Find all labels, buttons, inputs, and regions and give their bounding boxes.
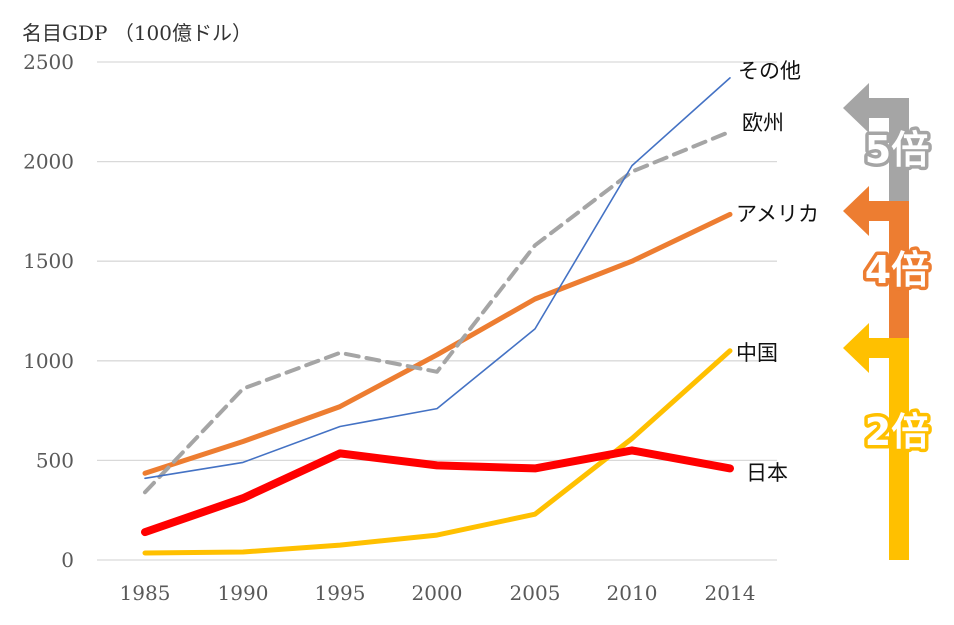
- y-tick-label: 500: [36, 448, 74, 472]
- y-tick-label: 0: [61, 548, 74, 572]
- series-lines: [141, 77, 734, 556]
- y-tick-label: 1500: [23, 249, 74, 273]
- left-arrow-icon: [843, 186, 869, 236]
- y-axis-title: 名目GDP （100億ドル）: [22, 21, 252, 45]
- x-axis-ticks: 1985 1990 1995 2000 2005 2010 2014: [120, 581, 756, 605]
- multiplier-bar: [889, 343, 909, 560]
- series-line: [143, 129, 732, 495]
- growth-multiplier-arrows: 5倍 4倍 2倍: [843, 83, 933, 560]
- multiplier-arrow-shaft: [866, 201, 909, 221]
- x-tick-label: 2005: [510, 581, 561, 605]
- left-arrow-icon: [843, 323, 869, 373]
- multiplier-label: 4倍: [865, 248, 929, 292]
- y-axis-ticks: 0 500 1000 1500 2000 2500: [23, 50, 74, 572]
- series-label: 欧州: [742, 111, 784, 135]
- x-tick-label: 1995: [315, 581, 366, 605]
- series-label: その他: [738, 59, 801, 83]
- gridlines: [97, 61, 777, 561]
- multiplier-arrow-shaft: [866, 98, 909, 118]
- left-arrow-icon: [843, 83, 869, 133]
- multiplier-arrow-shaft: [866, 338, 909, 358]
- multiplier-label: 5倍: [865, 128, 929, 172]
- series-line: [142, 211, 733, 476]
- series-label: 日本: [746, 461, 788, 485]
- x-tick-label: 2000: [412, 581, 463, 605]
- series-line: [142, 348, 733, 556]
- y-tick-label: 1000: [23, 349, 74, 373]
- y-tick-label: 2500: [23, 50, 74, 74]
- multiplier-label: 2倍: [865, 410, 929, 454]
- x-tick-label: 2010: [607, 581, 658, 605]
- x-tick-label: 1990: [218, 581, 269, 605]
- x-tick-label: 1985: [120, 581, 171, 605]
- series-line: [141, 446, 734, 537]
- series-label: 中国: [736, 341, 778, 365]
- multiplier-bar: [889, 107, 909, 205]
- y-tick-label: 2000: [23, 150, 74, 174]
- multiplier-bar: [889, 205, 909, 343]
- x-tick-label: 2014: [705, 581, 756, 605]
- series-line: [144, 77, 731, 480]
- series-label: アメリカ: [736, 202, 819, 226]
